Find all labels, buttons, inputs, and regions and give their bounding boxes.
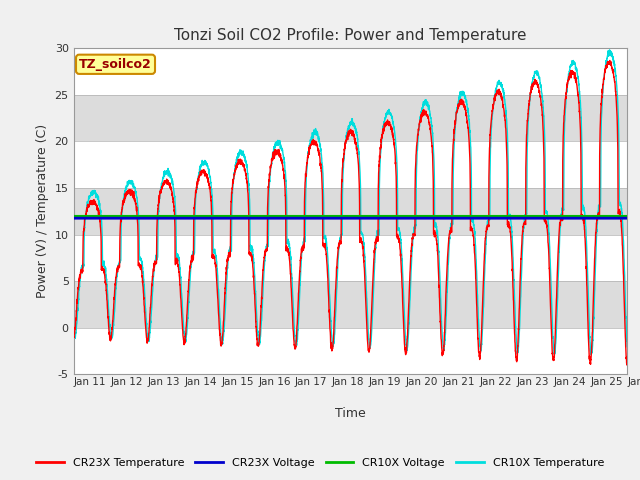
Bar <box>74 188 627 235</box>
Bar <box>74 281 627 328</box>
Bar <box>74 235 627 281</box>
Title: Tonzi Soil CO2 Profile: Power and Temperature: Tonzi Soil CO2 Profile: Power and Temper… <box>174 28 527 43</box>
Legend: CR23X Temperature, CR23X Voltage, CR10X Voltage, CR10X Temperature: CR23X Temperature, CR23X Voltage, CR10X … <box>31 453 609 472</box>
X-axis label: Time: Time <box>335 407 366 420</box>
Bar <box>74 141 627 188</box>
Bar <box>74 95 627 141</box>
Bar <box>74 328 627 374</box>
Text: TZ_soilco2: TZ_soilco2 <box>79 58 152 71</box>
Bar <box>74 48 627 95</box>
Y-axis label: Power (V) / Temperature (C): Power (V) / Temperature (C) <box>36 124 49 298</box>
